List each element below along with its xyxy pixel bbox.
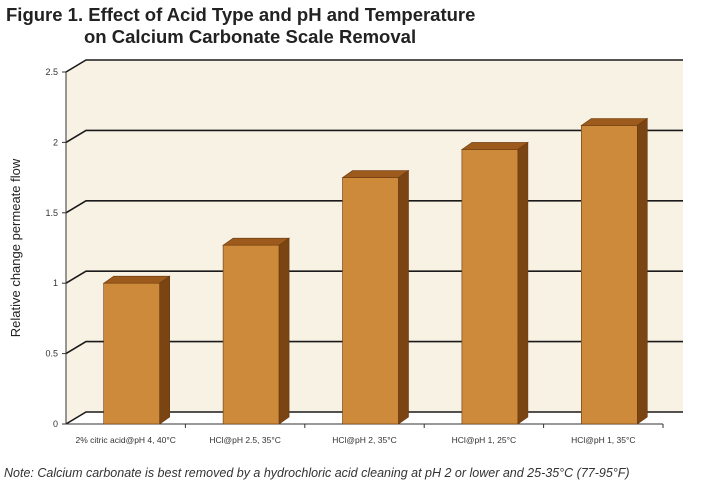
x-tick-label: HCl@pH 1, 35°C	[571, 435, 635, 445]
y-tick-label: 1.5	[45, 208, 58, 218]
bar-front	[461, 149, 519, 425]
bar	[222, 237, 291, 425]
bar-side	[517, 141, 529, 425]
footnote: Note: Calcium carbonate is best removed …	[4, 466, 630, 480]
bar-front	[103, 282, 160, 425]
x-tick-label: HCl@pH 1, 25°C	[452, 435, 516, 445]
gridline	[65, 59, 683, 73]
chart-title-line-1: Figure 1. Effect of Acid Type and pH and…	[6, 4, 476, 25]
bar-front	[580, 125, 638, 425]
bar-top	[341, 170, 410, 178]
bar-side	[636, 117, 648, 425]
bar-side	[398, 170, 409, 425]
y-tick-label: 1	[53, 278, 58, 288]
gridline	[65, 129, 683, 144]
y-tick-label: 2.5	[45, 67, 58, 77]
x-tick-labels: 2% citric acid@pH 4, 40°C HCl@pH 2.5, 35°…	[76, 424, 664, 445]
x-tick-label: HCl@pH 2, 35°C	[332, 435, 396, 445]
y-tick-label: 0.5	[45, 349, 58, 359]
chart-title-line-2: on Calcium Carbonate Scale Removal	[84, 26, 417, 47]
bar-top	[222, 237, 291, 246]
bar-side	[159, 275, 170, 425]
bar-top	[102, 275, 171, 284]
bar	[580, 117, 649, 425]
bar-front	[222, 244, 280, 425]
y-axis-label: Relative change permeate flow	[8, 158, 23, 337]
bar-top	[460, 142, 529, 150]
bar-side	[278, 237, 290, 425]
bars	[102, 117, 649, 425]
bar-top	[580, 118, 649, 126]
x-tick-label: 2% citric acid@pH 4, 40°C	[76, 435, 176, 445]
bar	[460, 141, 529, 425]
y-tick-label: 0	[53, 419, 58, 429]
chart-title: Figure 1. Effect of Acid Type and pH and…	[6, 4, 606, 48]
x-tick-label: HCl@pH 2.5, 35°C	[209, 435, 281, 445]
bar	[102, 275, 171, 425]
y-tick-label: 2	[53, 137, 58, 147]
bar	[341, 170, 410, 425]
bar-front	[342, 177, 399, 425]
